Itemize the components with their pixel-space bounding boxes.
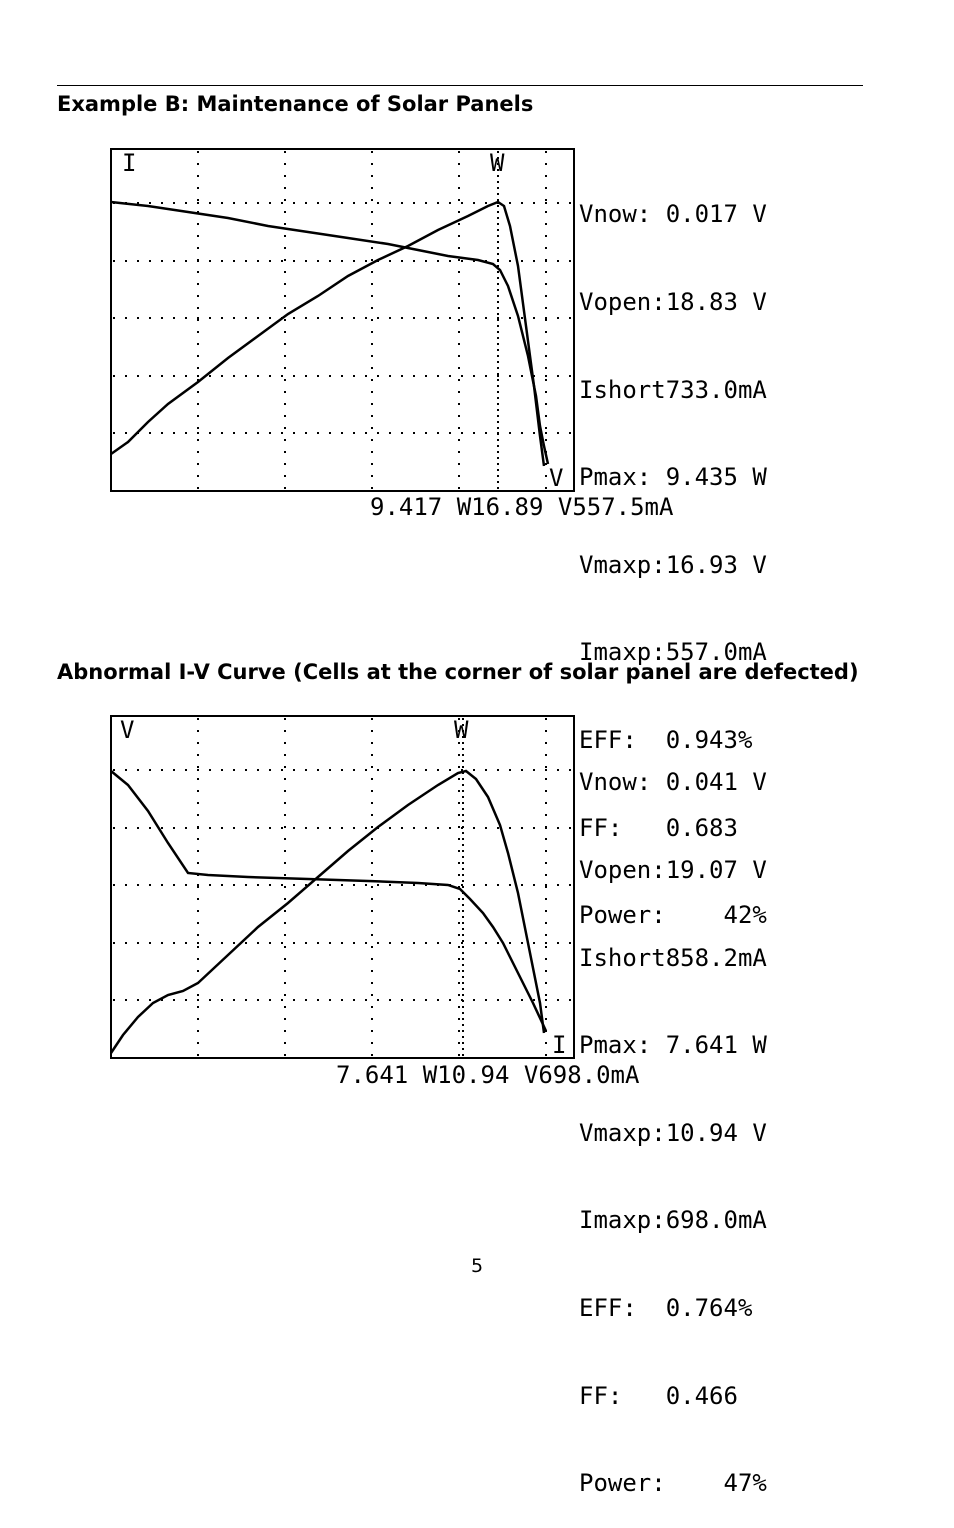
top-rule xyxy=(57,85,863,86)
cursor-power: 9.417 W xyxy=(370,493,472,521)
cursor-voltage: 16.89 V xyxy=(471,493,573,521)
iv-curve-plot-normal: I W V xyxy=(110,148,575,492)
readout-row-ff: FF: 0.466 xyxy=(579,1381,738,1410)
readout-row-eff: EFF: 0.943% xyxy=(579,725,753,754)
section-heading-example-b: Example B: Maintenance of Solar Panels xyxy=(57,92,534,116)
y-axis-marker: I xyxy=(122,149,136,177)
cursor-current: 557.5mA xyxy=(572,493,674,521)
section-heading-abnormal: Abnormal I-V Curve (Cells at the corner … xyxy=(57,660,859,684)
power-curve xyxy=(110,200,546,467)
cursor-readout-normal: 9.417 W16.89 V557.5mA xyxy=(370,493,673,521)
power-marker: W xyxy=(454,716,469,744)
readout-row-ishort: Ishort733.0mA xyxy=(579,375,767,404)
readout-row-vopen: Vopen:18.83 V xyxy=(579,288,767,316)
plot-frame xyxy=(110,148,575,492)
power-curve xyxy=(109,769,546,1054)
cursor-current: 698.0mA xyxy=(538,1061,640,1089)
page-number: 5 xyxy=(470,1255,484,1277)
readout-row-vnow: Vnow: 0.041 V xyxy=(579,768,767,797)
plot-frame xyxy=(110,715,575,1059)
readout-row-vopen: Vopen:19.07 V xyxy=(579,856,767,884)
readout-row-imaxp: Imaxp:698.0mA xyxy=(579,1206,767,1235)
readout-row-ff: FF: 0.683 xyxy=(579,813,738,842)
readout-row-vnow: Vnow: 0.017 V xyxy=(579,200,767,229)
iv-curve-plot-abnormal: V W I xyxy=(109,715,575,1059)
iv-curve-screen-abnormal: V W I xyxy=(108,713,578,1063)
measurement-readout-normal: Vnow: 0.017 V Vopen:18.83 V Ishort733.0m… xyxy=(579,142,767,960)
readout-row-pmax: Pmax: 9.435 W xyxy=(579,463,767,492)
readout-row-eff: EFF: 0.764% xyxy=(579,1293,753,1322)
readout-row-imaxp: Imaxp:557.0mA xyxy=(579,638,767,667)
measurement-readout-abnormal: Vnow: 0.041 V Vopen:19.07 V Ishort858.2m… xyxy=(579,710,767,1528)
readout-row-vmaxp: Vmaxp:10.94 V xyxy=(579,1118,767,1147)
readout-row-ishort: Ishort858.2mA xyxy=(579,943,767,972)
plot-grid xyxy=(113,718,572,1056)
iv-curve-screen-normal: I W V xyxy=(108,146,578,496)
cursor-readout-abnormal: 7.641 W10.94 V698.0mA xyxy=(336,1061,639,1089)
readout-row-pmax: Pmax: 7.641 W xyxy=(579,1031,767,1060)
x-axis-marker: I xyxy=(552,1031,566,1059)
y-axis-marker: V xyxy=(120,716,134,744)
plot-grid xyxy=(113,151,572,489)
readout-row-power: Power: 47% xyxy=(579,1469,767,1498)
power-marker: W xyxy=(490,149,505,177)
readout-row-vmaxp: Vmaxp:16.93 V xyxy=(579,550,767,579)
cursor-power: 7.641 W xyxy=(336,1061,438,1089)
current-curve xyxy=(110,770,548,1032)
cursor-voltage: 10.94 V xyxy=(437,1061,539,1089)
x-axis-marker: V xyxy=(549,464,563,492)
readout-row-power: Power: 42% xyxy=(579,901,767,930)
